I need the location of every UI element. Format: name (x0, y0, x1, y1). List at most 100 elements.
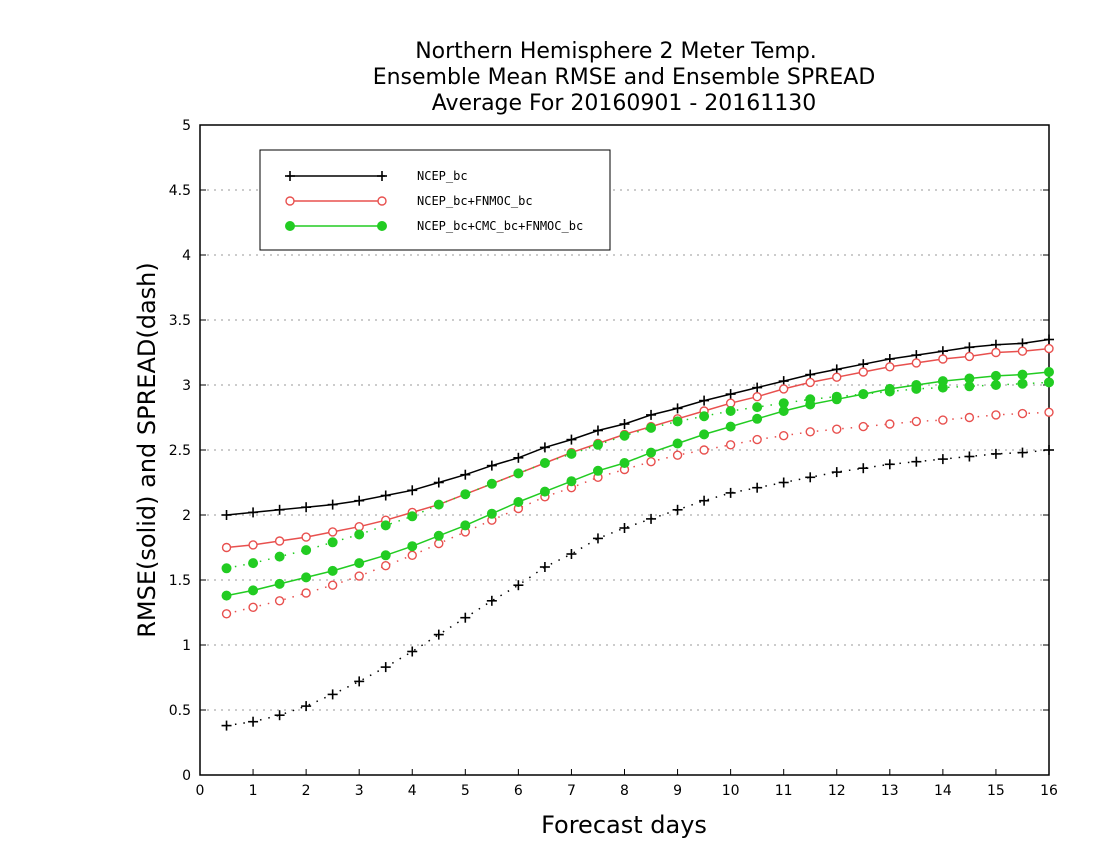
series-1-spread-point (433, 629, 444, 640)
x-tick-label: 9 (673, 783, 682, 799)
series-1-spread-point (221, 720, 232, 731)
series-3-rmse-point (380, 550, 391, 561)
series-2-spread-point (301, 588, 311, 598)
legend-box (259, 149, 611, 251)
series-1-rmse-point (699, 395, 710, 406)
series-3-spread-point (672, 416, 683, 427)
series-1-rmse-point (380, 490, 391, 501)
series-3-spread-point (539, 458, 550, 468)
series-2-spread-point (1017, 408, 1028, 419)
series-1-spread-point (327, 689, 338, 700)
series-3-rmse-point (327, 565, 338, 576)
series-1-rmse-point (486, 460, 497, 471)
y-tick-label: 3.5 (169, 313, 191, 329)
series-3-spread-line (226, 381, 1050, 570)
series-1-spread-point (937, 454, 948, 465)
series-2-rmse-point (964, 351, 975, 362)
series-1-spread-point (566, 549, 577, 559)
series-1-spread-point (646, 513, 657, 524)
series-2-rmse-point (1017, 346, 1028, 356)
series-1-spread-point (380, 662, 391, 673)
series-3-spread-point (433, 499, 444, 510)
series-3-spread-point (990, 380, 1001, 390)
series-2-spread-point (885, 419, 895, 429)
series-1-spread-point (354, 676, 365, 687)
series-2-spread-point (938, 415, 948, 425)
series-1-spread-point (619, 523, 630, 533)
x-tick-label: 3 (355, 783, 364, 799)
y-axis-label: RMSE(solid) and SPREAD(dash) (133, 262, 161, 638)
series-1-spread-point (858, 463, 869, 474)
series-1-rmse-point (274, 504, 285, 515)
series-1-rmse-point (221, 510, 232, 520)
y-tick-label: 3 (182, 378, 191, 394)
y-tick-label: 4 (182, 248, 191, 264)
series-3-spread-point (725, 406, 736, 416)
series-1-spread-point (248, 716, 259, 727)
series-1 (221, 334, 1054, 731)
series-3-rmse-point (858, 389, 869, 400)
x-tick-label: 12 (828, 783, 846, 799)
series-2-rmse-point (911, 358, 922, 368)
series-3-spread-point (1044, 377, 1054, 388)
series-1-rmse-line (226, 338, 1050, 516)
legend-marker-3 (377, 221, 387, 231)
y-tick-label: 2 (182, 508, 191, 524)
y-tick-label: 1.5 (169, 573, 191, 589)
legend-marker-1 (377, 171, 387, 181)
x-tick-label: 5 (461, 783, 470, 799)
legend-marker-1 (285, 171, 295, 181)
series-2-spread-point (805, 427, 815, 437)
series-3-rmse-point (566, 476, 577, 487)
series-3-rmse-point (221, 590, 232, 601)
series-3-rmse-point (407, 541, 418, 552)
y-tick-label: 1 (182, 638, 191, 654)
series-1-rmse-point (566, 434, 577, 445)
series-3-rmse-point (964, 373, 975, 384)
y-tick-label: 0.5 (169, 703, 191, 719)
series-3-rmse-point (805, 399, 816, 410)
x-tick-label: 8 (620, 783, 629, 799)
series-3-spread-point (354, 529, 365, 540)
x-tick-label: 13 (881, 783, 899, 799)
series-2-spread-point (221, 609, 232, 619)
series-1-spread-point (539, 562, 550, 572)
legend-marker-3 (285, 221, 295, 231)
series-3-rmse-point (725, 421, 736, 432)
y-tick-label: 5 (182, 118, 191, 134)
series-1-spread-point (1044, 445, 1054, 455)
series-3-rmse-point (433, 530, 444, 541)
legend-label-3: NCEP_bc+CMC_bc+FNMOC_bc (417, 219, 583, 233)
series-2-spread-point (832, 424, 842, 434)
series-2-rmse-point (858, 367, 868, 377)
series-3-rmse-point (937, 376, 948, 387)
x-tick-label: 10 (722, 783, 740, 799)
series-1-spread-point (699, 495, 710, 506)
series-2-spread-point (1044, 407, 1054, 417)
series-3-rmse-point (672, 438, 683, 449)
series-2-spread-point (699, 445, 709, 455)
series-3-spread-point (274, 551, 285, 562)
x-tick-label: 6 (514, 783, 523, 799)
series-1-spread-point (964, 451, 975, 462)
legend-marker-2 (377, 196, 387, 206)
series-1-rmse-point (619, 419, 630, 429)
series-1-spread-point (831, 467, 842, 478)
series-3-rmse-point (248, 585, 259, 596)
series-1-spread-point (274, 710, 285, 721)
legend-label-1: NCEP_bc (417, 169, 468, 183)
x-tick-label: 7 (567, 783, 576, 799)
series-3-spread-point (380, 520, 391, 531)
series-2-rmse-point (991, 347, 1001, 358)
series-1-spread-point (301, 701, 312, 712)
series-3-spread-point (646, 422, 657, 433)
series-3-spread-point (327, 537, 338, 548)
series-2-spread-point (752, 434, 762, 445)
series-2-spread-point (327, 580, 338, 590)
series-1-spread-point (486, 595, 497, 606)
series-2-rmse-point (832, 372, 842, 382)
series-1-spread-point (672, 504, 683, 515)
series-3-spread-point (460, 489, 471, 500)
series-1-rmse-point (592, 425, 603, 436)
